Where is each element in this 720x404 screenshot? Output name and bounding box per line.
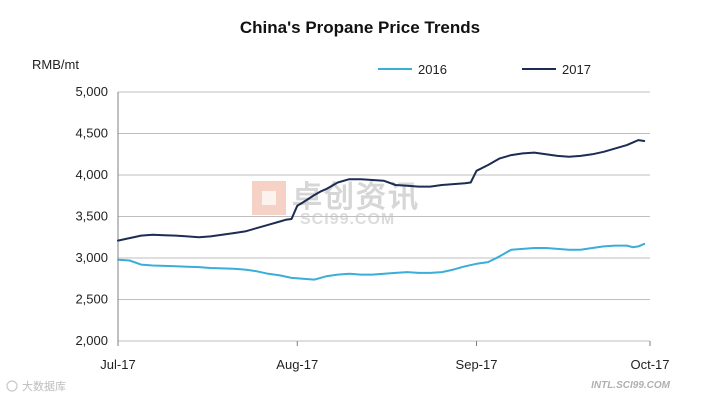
series-group: [117, 139, 646, 281]
legend-label-2017: 2017: [562, 62, 591, 77]
watermark-logo-mark: [262, 191, 276, 205]
series-line-2016: [117, 242, 646, 281]
legend-label-2016: 2016: [418, 62, 447, 77]
x-tick-label: Oct-17: [630, 357, 669, 372]
x-axis: Jul-17 Aug-17 Sep-17 Oct-17: [100, 341, 670, 372]
y-tick-label: 2,500: [75, 292, 108, 307]
series-line-2017: [117, 139, 646, 242]
chart-title: China's Propane Price Trends: [240, 18, 480, 37]
y-axis: 2,000 2,500 3,000 3,500 4,000 4,500 5,000: [75, 84, 108, 348]
source-text: INTL.SCI99.COM: [591, 380, 671, 391]
y-tick-label: 3,500: [75, 209, 108, 224]
y-tick-label: 4,000: [75, 167, 108, 182]
watermark: 卓创资讯 SCI99.COM: [252, 181, 420, 228]
badge: 大数据库: [6, 379, 66, 393]
y-tick-label: 2,000: [75, 333, 108, 348]
y-axis-unit: RMB/mt: [32, 57, 79, 72]
x-tick-label: Aug-17: [276, 357, 318, 372]
badge-text: 大数据库: [22, 379, 66, 393]
x-tick-label: Sep-17: [456, 357, 498, 372]
grid: [117, 91, 650, 342]
legend: 2016 2017: [378, 62, 591, 77]
y-tick-label: 3,000: [75, 250, 108, 265]
y-tick-label: 4,500: [75, 126, 108, 141]
badge-icon: [6, 380, 18, 392]
x-tick-label: Jul-17: [100, 357, 135, 372]
watermark-en-text: SCI99.COM: [300, 211, 395, 228]
y-tick-label: 5,000: [75, 84, 108, 99]
watermark-cn-text: 卓创资讯: [292, 181, 420, 214]
